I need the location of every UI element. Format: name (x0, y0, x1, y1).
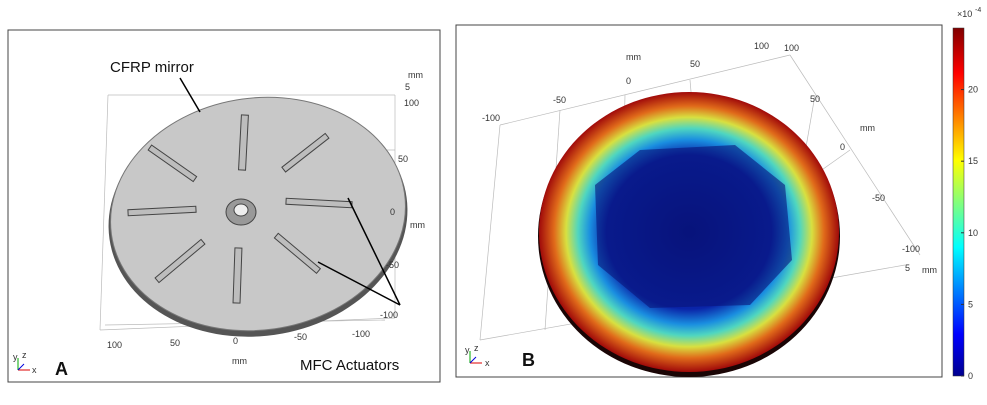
tick-label: 50 (170, 338, 180, 348)
tick-label: -100 (482, 113, 500, 123)
colorbar (953, 28, 964, 376)
colorbar-tick-label: 15 (968, 156, 978, 166)
displacement-core (595, 145, 792, 308)
tick-label: -50 (872, 193, 885, 203)
hub-hole (234, 204, 248, 216)
page: CFRP mirror MFC Actuators A 100 50 0 -50… (0, 0, 987, 400)
triad-label: y (465, 345, 470, 355)
triad-label: y (13, 352, 18, 362)
tick-label: 5 (405, 82, 410, 92)
tick-label: 100 (107, 340, 122, 350)
colorbar-multiplier: ×10 (957, 9, 972, 19)
tick-label: 0 (626, 76, 631, 86)
tick-label: 5 (905, 263, 910, 273)
annotation: CFRP mirror (110, 59, 194, 76)
triad-label: x (32, 365, 37, 375)
triad-label: z (474, 343, 479, 353)
tick-label: 100 (754, 41, 769, 51)
panel-label: B (522, 350, 535, 370)
tick-label: -50 (553, 95, 566, 105)
tick-label: -100 (380, 310, 398, 320)
colorbar-tick-label: 0 (968, 371, 973, 381)
annotation: MFC Actuators (300, 357, 399, 374)
axis-unit: mm (410, 220, 425, 230)
tick-label: 50 (690, 59, 700, 69)
tick-label: -50 (294, 332, 307, 342)
axis-unit: mm (860, 123, 875, 133)
tick-label: 100 (404, 98, 419, 108)
axis-unit: mm (408, 70, 423, 80)
figure: CFRP mirror MFC Actuators A 100 50 0 -50… (0, 0, 987, 400)
colorbar-exponent: -4 (975, 7, 981, 14)
triad-label: x (485, 358, 490, 368)
tick-label: 0 (840, 142, 845, 152)
tick-label: -100 (352, 329, 370, 339)
tick-label: -50 (386, 260, 399, 270)
tick-label: -100 (902, 244, 920, 254)
colorbar-tick-label: 5 (968, 299, 973, 309)
tick-label: 100 (784, 43, 799, 53)
triad-label: z (22, 350, 27, 360)
axis-unit: mm (922, 265, 937, 275)
tick-label: 50 (398, 154, 408, 164)
axis-unit: mm (626, 52, 641, 62)
colorbar-tick-label: 10 (968, 228, 978, 238)
tick-label: 50 (810, 94, 820, 104)
axis-unit: mm (232, 356, 247, 366)
tick-label: 0 (233, 336, 238, 346)
tick-label: 0 (390, 207, 395, 217)
colorbar-tick-label: 20 (968, 85, 978, 95)
panel-label: A (55, 359, 68, 379)
